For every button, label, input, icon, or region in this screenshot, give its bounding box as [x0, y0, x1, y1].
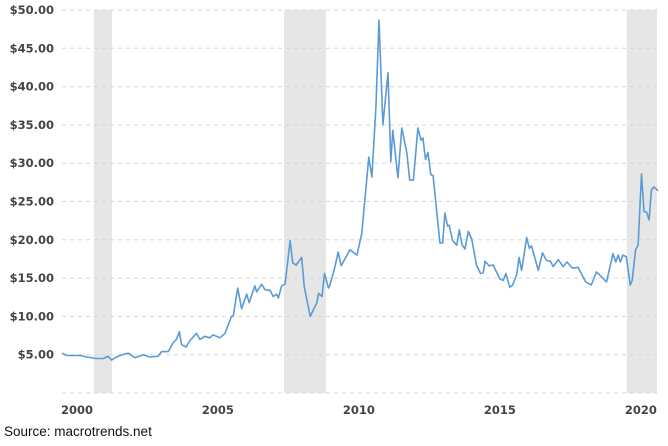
y-tick-label: $10.00 — [10, 309, 54, 323]
y-tick-label: $30.00 — [10, 156, 54, 170]
y-tick-label: $35.00 — [10, 118, 54, 132]
x-axis-labels: 2000 2005 2010 2015 2020 — [61, 403, 657, 417]
gridlines — [62, 9, 657, 394]
x-tick-label: 2005 — [202, 403, 234, 417]
x-tick-label: 2000 — [61, 403, 93, 417]
source-note: Source: macrotrends.net — [4, 424, 152, 439]
x-tick-label: 2015 — [484, 403, 516, 417]
price-line — [61, 19, 659, 361]
y-tick-label: $25.00 — [10, 195, 54, 209]
y-tick-label: $45.00 — [10, 41, 54, 55]
y-tick-label: $50.00 — [10, 3, 54, 17]
y-axis-labels: $5.00 $10.00 $15.00 $20.00 $25.00 $30.00 $35.0… — [10, 3, 54, 362]
y-tick-label: $5.00 — [18, 348, 54, 362]
x-tick-label: 2010 — [343, 403, 375, 417]
x-tick-label: 2020 — [625, 403, 657, 417]
y-tick-label: $20.00 — [10, 233, 54, 247]
y-tick-label: $15.00 — [10, 271, 54, 285]
y-tick-label: $40.00 — [10, 80, 54, 94]
